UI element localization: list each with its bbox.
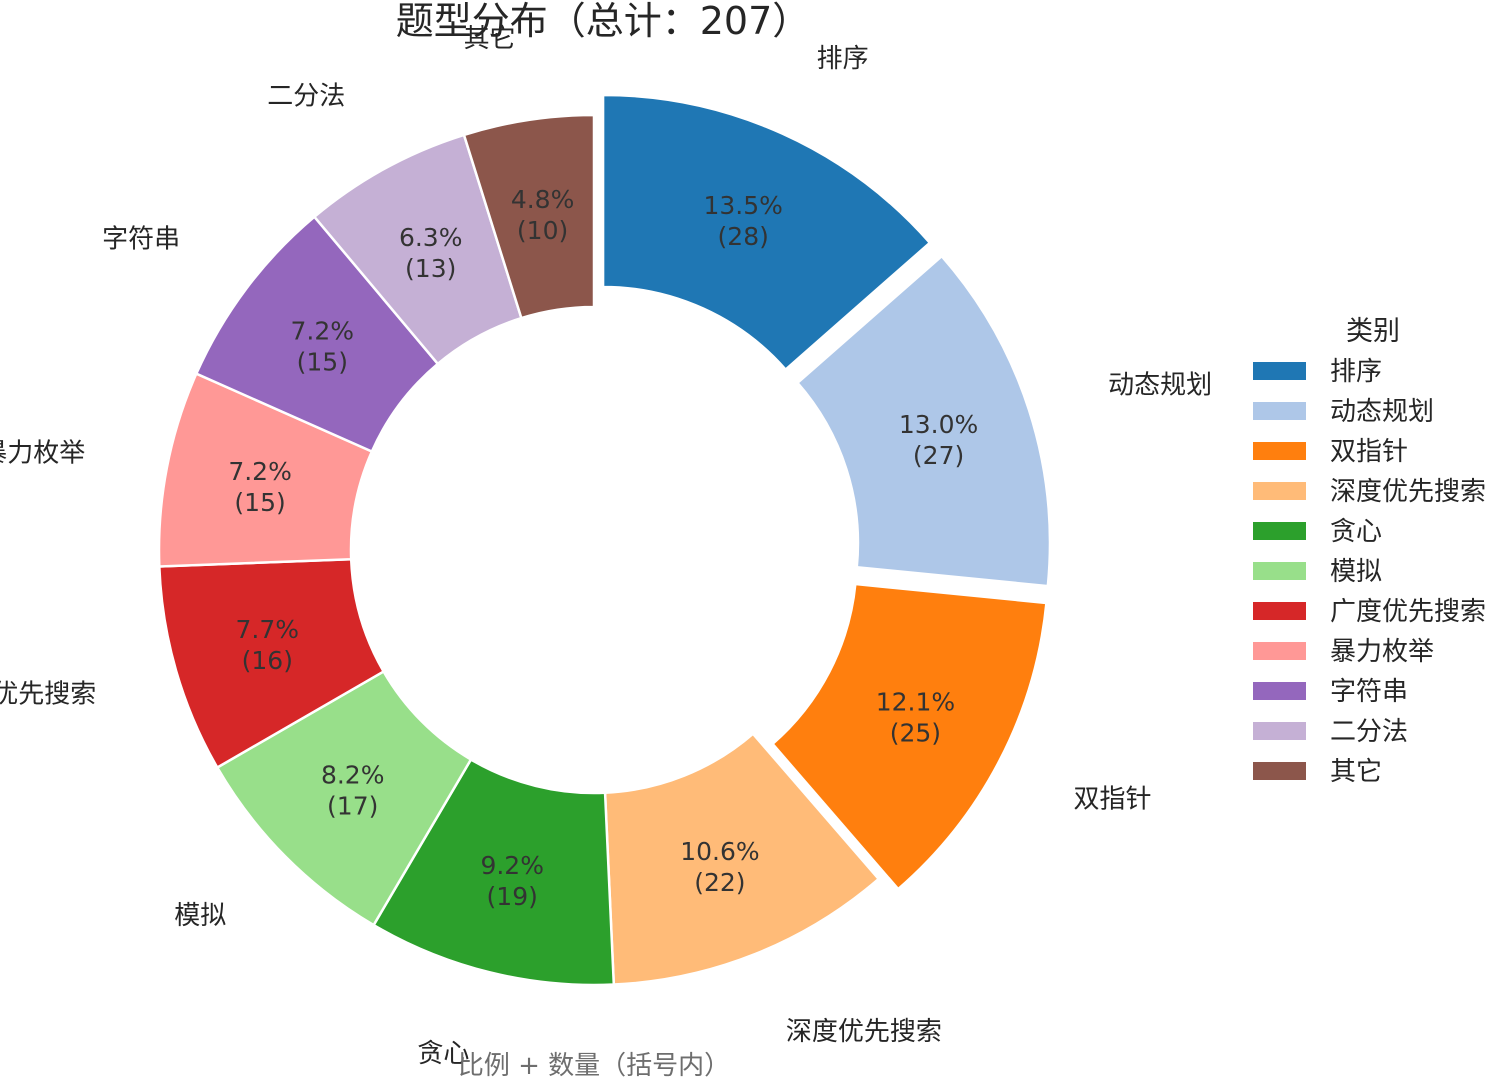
slice-count-4: (19) (487, 882, 538, 911)
slice-percent-6: 7.7% (236, 615, 300, 644)
legend-title: 类别 (1346, 316, 1400, 347)
legend-label-5: 模拟 (1330, 557, 1382, 587)
slice-percent-1: 13.0% (899, 410, 978, 439)
slice-count-7: (15) (234, 488, 285, 517)
slice-percent-7: 7.2% (228, 457, 292, 486)
slice-2 (770, 582, 1048, 891)
slice-label-10: 其它 (464, 24, 516, 54)
x-axis-label: 比例 + 数量（括号内） (458, 1051, 730, 1080)
slice-label-7: 暴力枚举 (0, 438, 85, 468)
slice-count-1: (27) (913, 441, 964, 470)
legend-swatch-5 (1253, 562, 1306, 580)
slice-10 (462, 113, 596, 320)
slice-label-5: 模拟 (174, 901, 226, 931)
legend-swatch-4 (1253, 522, 1306, 540)
slice-label-2: 双指针 (1074, 784, 1152, 814)
labels-group: 排序 13.5%(28) 动态规划 13.0%(27) 双指针 12.1%(25) 深度优先… (0, 24, 1212, 1069)
legend-swatch-9 (1253, 722, 1306, 740)
legend-swatch-1 (1253, 402, 1306, 420)
slice-label-1: 动态规划 (1108, 371, 1212, 401)
slice-label-0: 排序 (817, 44, 869, 74)
legend-label-1: 动态规划 (1330, 397, 1434, 427)
legend-swatch-10 (1253, 762, 1306, 780)
slice-count-8: (15) (297, 348, 348, 377)
legend-label-7: 暴力枚举 (1330, 637, 1434, 667)
legend-label-3: 深度优先搜索 (1330, 477, 1486, 507)
slice-count-6: (16) (242, 646, 293, 675)
legend-label-4: 贪心 (1330, 517, 1382, 547)
slice-percent-4: 9.2% (480, 851, 544, 880)
slices-group (157, 93, 1052, 987)
slice-percent-9: 6.3% (399, 223, 463, 252)
slice-label-9: 二分法 (267, 82, 345, 112)
slice-percent-10: 4.8% (511, 185, 575, 214)
legend-swatch-3 (1253, 482, 1306, 500)
legend-label-9: 二分法 (1330, 717, 1408, 747)
slice-percent-3: 10.6% (680, 837, 759, 866)
slice-count-9: (13) (405, 254, 456, 283)
legend-label-8: 字符串 (1330, 677, 1408, 707)
legend-swatch-8 (1253, 682, 1306, 700)
slice-percent-5: 8.2% (321, 761, 385, 790)
legend-swatch-0 (1253, 362, 1306, 380)
slice-count-0: (28) (718, 222, 769, 251)
slice-count-10: (10) (517, 216, 568, 245)
slice-label-4: 贪心 (417, 1039, 469, 1069)
legend-swatch-2 (1253, 442, 1306, 460)
legend-swatch-7 (1253, 642, 1306, 660)
slice-label-3: 深度优先搜索 (786, 1017, 942, 1047)
slice-label-6: 广度优先搜索 (0, 680, 96, 710)
chart-title: 题型分布（总计：207） (396, 0, 811, 43)
legend-label-6: 广度优先搜索 (1330, 597, 1486, 627)
slice-percent-2: 12.1% (876, 688, 955, 717)
slice-label-8: 字符串 (102, 225, 180, 255)
slice-count-5: (17) (327, 792, 378, 821)
slice-percent-8: 7.2% (291, 317, 355, 346)
slice-count-3: (22) (694, 868, 745, 897)
legend-label-2: 双指针 (1330, 437, 1408, 467)
legend-label-0: 排序 (1330, 357, 1382, 387)
slice-percent-0: 13.5% (703, 191, 782, 220)
legend-label-10: 其它 (1330, 757, 1382, 787)
legend-swatch-6 (1253, 602, 1306, 620)
slice-count-2: (25) (890, 719, 941, 748)
slice-1 (795, 254, 1052, 588)
slice-0 (601, 93, 932, 372)
